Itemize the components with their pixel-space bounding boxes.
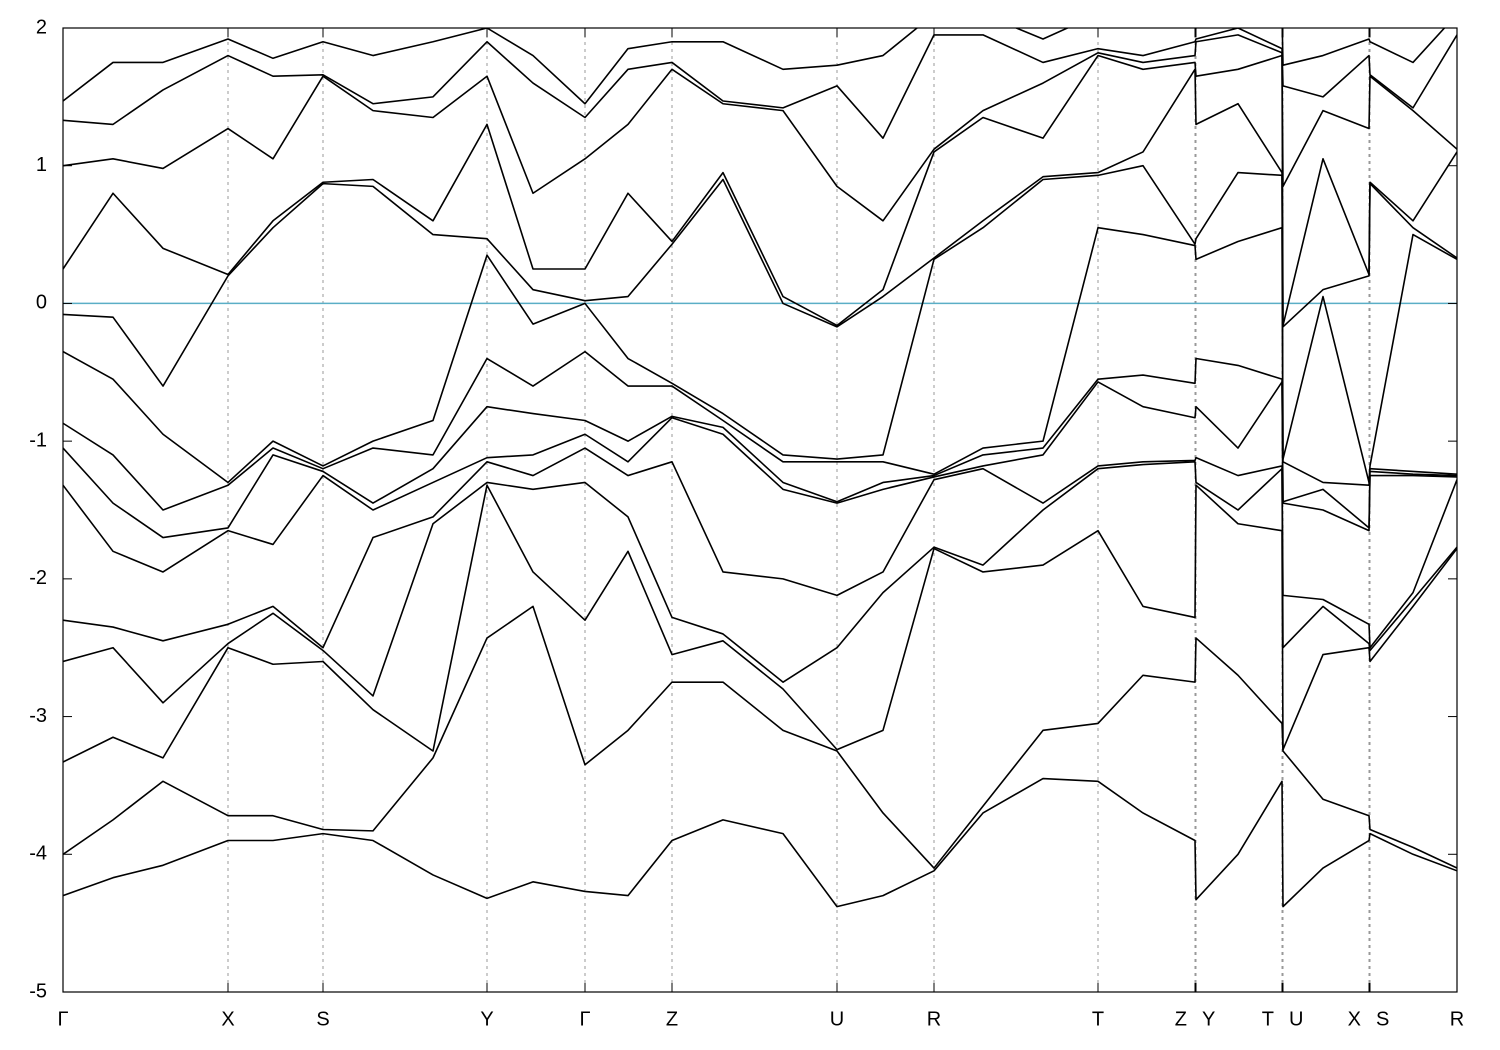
band-line <box>63 381 1457 573</box>
x-tick-label: Z <box>666 1008 678 1030</box>
band-line <box>63 777 1457 908</box>
y-tick-label: 1 <box>36 154 47 176</box>
y-tick-label: 2 <box>36 16 47 38</box>
x-tick-label: R <box>1450 1008 1464 1030</box>
band-line <box>63 484 1457 763</box>
x-tick-label: Y <box>480 1008 493 1030</box>
x-tick-label: Y <box>1202 1008 1215 1030</box>
band-line <box>63 447 1457 649</box>
x-tick-label: X <box>221 1008 234 1030</box>
band-line <box>63 357 1457 539</box>
band-line <box>63 164 1457 484</box>
x-tick-label: U <box>1289 1008 1303 1030</box>
band-line <box>63 28 1457 139</box>
y-tick-label: -5 <box>29 980 47 1002</box>
x-tick-label: S <box>1376 1008 1389 1030</box>
x-tick-label: S <box>316 1008 329 1030</box>
plot-frame <box>62 27 1458 993</box>
x-tick-label: Γ <box>579 1008 590 1030</box>
x-tick-label: Γ <box>57 1008 68 1030</box>
x-tick-label: T <box>1262 1008 1274 1030</box>
y-tick-label: 0 <box>36 292 47 314</box>
x-tick-label: R <box>927 1008 941 1030</box>
x-tick-label: U <box>830 1008 844 1030</box>
y-tick-label: -2 <box>29 567 47 589</box>
band-line <box>63 54 1457 327</box>
y-tick-label: -1 <box>29 429 47 451</box>
band-line <box>63 460 1457 704</box>
band-line <box>63 68 1457 387</box>
y-tick-label: -4 <box>29 843 47 865</box>
x-tick-label: T <box>1092 1008 1104 1030</box>
band-line <box>63 28 1446 105</box>
x-tick-label: Z <box>1175 1008 1187 1030</box>
y-tick-label: -3 <box>29 705 47 727</box>
band-line <box>63 34 1457 222</box>
x-tick-label: X <box>1348 1008 1361 1030</box>
